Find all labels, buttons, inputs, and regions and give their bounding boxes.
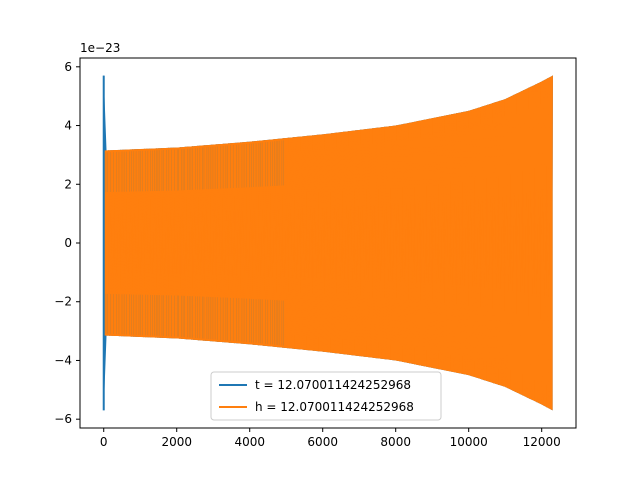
x-tick-label: 2000 [161,435,192,449]
x-axis: 0 2000 4000 6000 8000 10000 12000 [100,428,561,449]
x-tick-label: 12000 [523,435,561,449]
series-line-h [103,75,553,410]
legend: t = 12.070011424252968 h = 12.0700114242… [210,371,442,421]
y-tick-label: −4 [54,353,72,367]
y-axis: −6 −4 −2 0 2 4 6 [54,60,80,426]
y-tick-label: 6 [64,60,72,74]
x-tick-label: 4000 [234,435,265,449]
x-tick-label: 10000 [450,435,488,449]
series-h [103,75,553,411]
y-tick-label: −2 [54,295,72,309]
legend-box [210,371,442,421]
legend-label-t: t = 12.070011424252968 [255,378,411,392]
x-tick-label: 6000 [307,435,338,449]
y-offset-label: 1e−23 [80,41,120,55]
x-tick-label: 0 [100,435,108,449]
x-tick-label: 8000 [380,435,411,449]
legend-label-h: h = 12.070011424252968 [255,400,414,414]
y-tick-label: −6 [54,412,72,426]
y-tick-label: 4 [64,119,72,133]
y-tick-label: 2 [64,177,72,191]
y-tick-label: 0 [64,236,72,250]
